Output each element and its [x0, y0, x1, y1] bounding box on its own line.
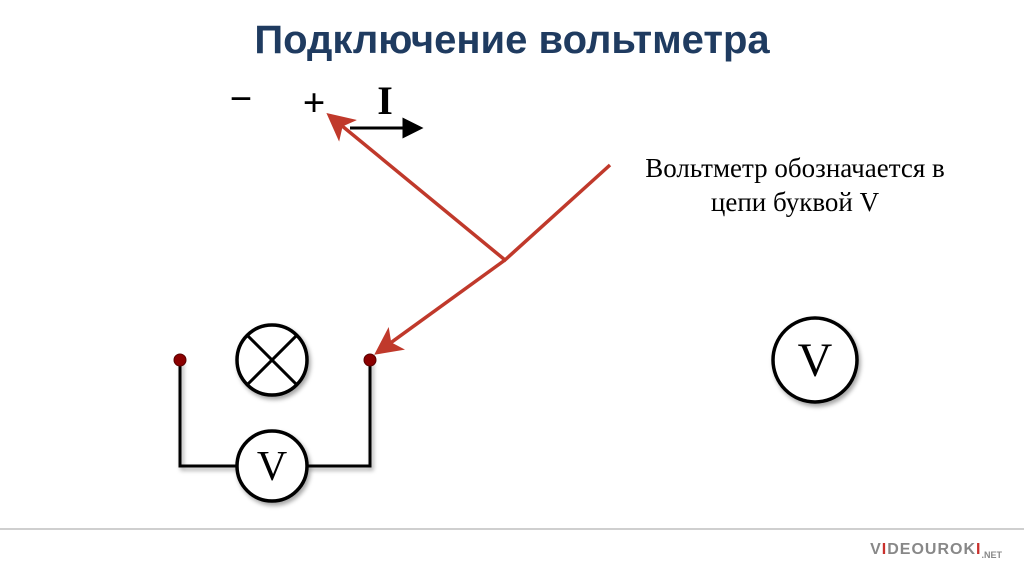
current-label: I [377, 78, 393, 123]
node-left [174, 354, 186, 366]
voltmeter-wire-left [180, 360, 237, 466]
voltmeter-label: V [257, 444, 287, 490]
battery-plus-label: + [303, 80, 326, 125]
voltmeter-standalone-label: V [798, 334, 833, 387]
pointer-arrow-bottom [378, 260, 505, 352]
watermark-rest: DEOUROK [887, 541, 976, 558]
pointer-arrow-top [330, 116, 610, 260]
watermark-prefix: V [870, 541, 882, 558]
diagram-canvas: − + I V V [0, 0, 1024, 574]
watermark-ext: .NET [981, 550, 1002, 560]
voltmeter-wire-right [307, 360, 370, 466]
watermark: VIDEOUROKI.NET [870, 541, 1002, 560]
node-right [364, 354, 376, 366]
battery-minus-label: − [230, 76, 253, 121]
footer-divider [0, 528, 1024, 530]
